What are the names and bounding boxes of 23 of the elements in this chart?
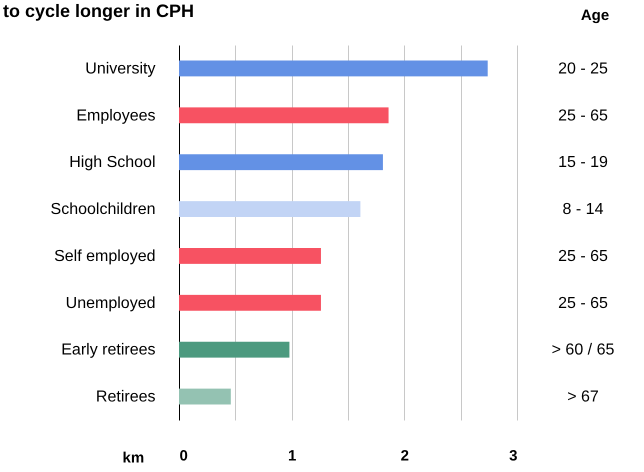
y-tick-label: High School (69, 154, 156, 172)
x-tick-label: 0 (180, 448, 188, 464)
text: 15 - 19 (558, 154, 608, 172)
y-tick-label: Employees (76, 107, 156, 124)
y-tick-label: Schoolchildren (50, 201, 156, 218)
x-tick-label: 2 (400, 448, 410, 464)
x-tick-label: 1 (288, 448, 296, 464)
text: > 60 / 65 (552, 342, 614, 359)
x-axis-title: km (122, 450, 144, 466)
y-tick-label: Early retirees (61, 342, 156, 359)
y-tick-label: University (85, 60, 156, 78)
text: 8 - 14 (562, 201, 604, 218)
text: 25 - 65 (558, 107, 608, 124)
y-tick-label: Retirees (96, 388, 156, 406)
y-tick-label: Unemployed (66, 294, 156, 312)
text: 25 - 65 (558, 248, 608, 265)
text: Age (580, 7, 610, 24)
text: 20 - 25 (558, 60, 608, 78)
text: 25 - 65 (558, 294, 608, 312)
x-tick-label: 3 (509, 448, 518, 464)
text: > 67 (567, 388, 599, 406)
y-tick-label: Self employed (54, 248, 156, 265)
chart-title: to cycle longer in CPH (3, 1, 194, 21)
